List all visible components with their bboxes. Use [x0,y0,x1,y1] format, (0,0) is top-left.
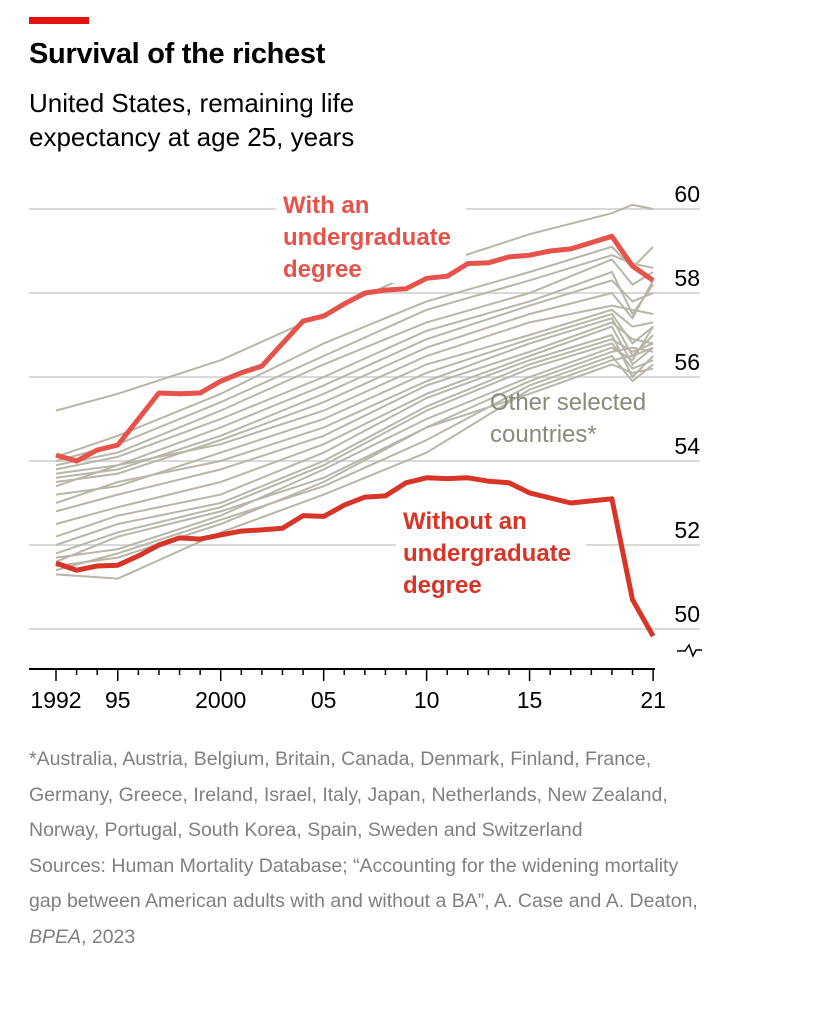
line-chart: 50 52 54 56 58 60 1992 95 2000 05 10 15 21 With an und… [29,181,702,713]
y-tick-label: 50 [674,601,700,627]
country-line [55,308,654,488]
country-line [55,363,654,563]
country-line [55,254,654,462]
x-tick-label: 10 [414,687,440,713]
x-tick-label: 1992 [30,687,81,713]
countries-label: Other selected [490,389,646,416]
y-tick-label: 58 [674,265,700,291]
y-tick-label: 54 [674,433,700,459]
country-line [55,279,654,475]
country-line [55,342,654,555]
without-degree-label: undergraduate [403,540,571,567]
country-line [55,270,654,471]
countries-label: countries* [490,421,597,448]
with-degree-line [55,233,655,464]
chart-title: Survival of the richest [29,38,326,70]
x-tick-label: 15 [517,687,543,713]
label-background [396,504,586,599]
country-line [55,326,654,559]
y-tick-label: 60 [674,181,700,207]
accent-bar [29,17,89,24]
x-tick-label: 95 [105,687,131,713]
with-degree-label: With an [283,192,369,219]
country-line [55,325,654,525]
country-line [55,338,654,546]
without-degree-label: degree [403,572,482,599]
y-tick-label: 52 [674,517,700,543]
sources-footnote: Sources: Human Mortality Database; “Acco… [29,854,698,948]
footnote: *Australia, Austria, Belgium, Britain, C… [29,742,809,955]
label-background [276,188,466,283]
country-line [55,346,654,580]
journal-name: BPEA [29,925,82,948]
country-line [55,258,654,467]
chart-subtitle: United States, remaining life expectancy… [29,88,355,152]
without-degree-label: Without an [403,508,527,535]
country-line [55,354,654,572]
with-degree-label: degree [283,256,362,283]
country-line [55,304,654,483]
countries-footnote: *Australia, Austria, Belgium, Britain, C… [29,748,668,841]
without-degree-line [55,475,656,638]
y-tick-label: 56 [674,349,700,375]
with-degree-label: undergraduate [283,224,451,251]
x-tick-label: 2000 [195,687,246,713]
x-tick-label: 05 [311,687,337,713]
country-line [55,333,654,538]
country-line [55,317,654,504]
x-tick-label: 21 [640,687,666,713]
axis-break-icon [677,643,702,658]
country-line [55,321,654,513]
